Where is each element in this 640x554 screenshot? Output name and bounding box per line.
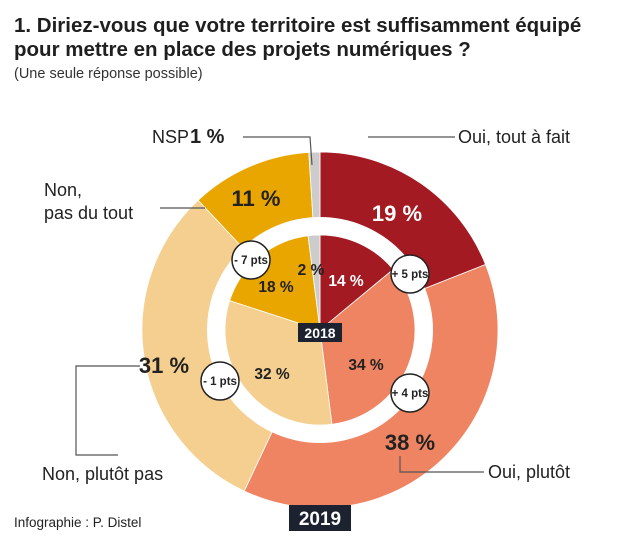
- values-2018: 14 % 2 % 18 % 32 % 34 %: [254, 262, 384, 383]
- slice-2018-nsp: [307, 234, 321, 331]
- svg-text:+ 4 pts: + 4 pts: [392, 388, 429, 400]
- leader-line-oui-plutot: [399, 456, 484, 473]
- svg-text:- 1 pts: - 1 pts: [203, 376, 237, 388]
- value-2019-non-plutot-pas: 31 %: [139, 353, 189, 378]
- label-oui-plutot: Oui, plutôt: [488, 462, 570, 482]
- change-badge-non-plutot-pas: - 1 pts: [200, 361, 240, 401]
- label-non-plutot-pas: Non, plutôt pas: [42, 464, 163, 484]
- chart-subtitle: (Une seule réponse possible): [14, 66, 203, 82]
- change-badge-oui-plutot: + 4 pts: [390, 373, 430, 413]
- leader-line-non-plutot-pas: [75, 365, 140, 456]
- svg-text:2019: 2019: [299, 509, 341, 530]
- leader-line-nsp: [243, 136, 313, 166]
- value-2019-oui-plutot: 38 %: [385, 430, 435, 455]
- value-2019-non-pas-du-tout: 11 %: [232, 186, 281, 211]
- change-badge-oui-tout-a-fait: + 5 pts: [390, 254, 430, 294]
- label-non-pas-du-tout-line1: Non,: [44, 180, 82, 200]
- leader-lines: [75, 136, 484, 473]
- svg-text:- 7 pts: - 7 pts: [234, 255, 268, 267]
- category-labels: NSP 1 % Oui, tout à fait Non, pas du tou…: [42, 126, 570, 484]
- value-2019-nsp: 1 %: [190, 126, 225, 148]
- value-2018-non-pas-du-tout: 18 %: [258, 279, 294, 296]
- inner-pie-2018: [224, 234, 416, 426]
- credit: Infographie : P. Distel: [14, 515, 142, 530]
- change-badge-non-pas-du-tout: - 7 pts: [231, 240, 271, 280]
- year-badge-2018: 2018: [298, 323, 342, 342]
- values-2019: 19 % 11 % 31 % 38 %: [139, 186, 435, 455]
- svg-text:+ 5 pts: + 5 pts: [392, 269, 429, 281]
- value-2018-non-plutot-pas: 32 %: [254, 366, 290, 383]
- value-2018-oui-tout-a-fait: 14 %: [328, 273, 364, 290]
- change-badges: + 5 pts + 4 pts - 1 pts - 7 pts: [200, 240, 430, 413]
- value-2018-nsp: 2 %: [298, 262, 325, 279]
- value-2019-oui-tout-a-fait: 19 %: [372, 201, 422, 226]
- chart-title: 1. Diriez-vous que votre territoire est …: [14, 14, 582, 61]
- label-nsp: NSP: [152, 127, 189, 147]
- slice-2018-oui-tout-a-fait: [319, 234, 394, 331]
- year-badge-2019: 2019: [289, 505, 351, 531]
- label-oui-tout-a-fait: Oui, tout à fait: [458, 127, 570, 147]
- label-non-pas-du-tout-line2: pas du tout: [44, 203, 133, 223]
- svg-text:2018: 2018: [304, 325, 335, 341]
- value-2018-oui-plutot: 34 %: [348, 357, 384, 374]
